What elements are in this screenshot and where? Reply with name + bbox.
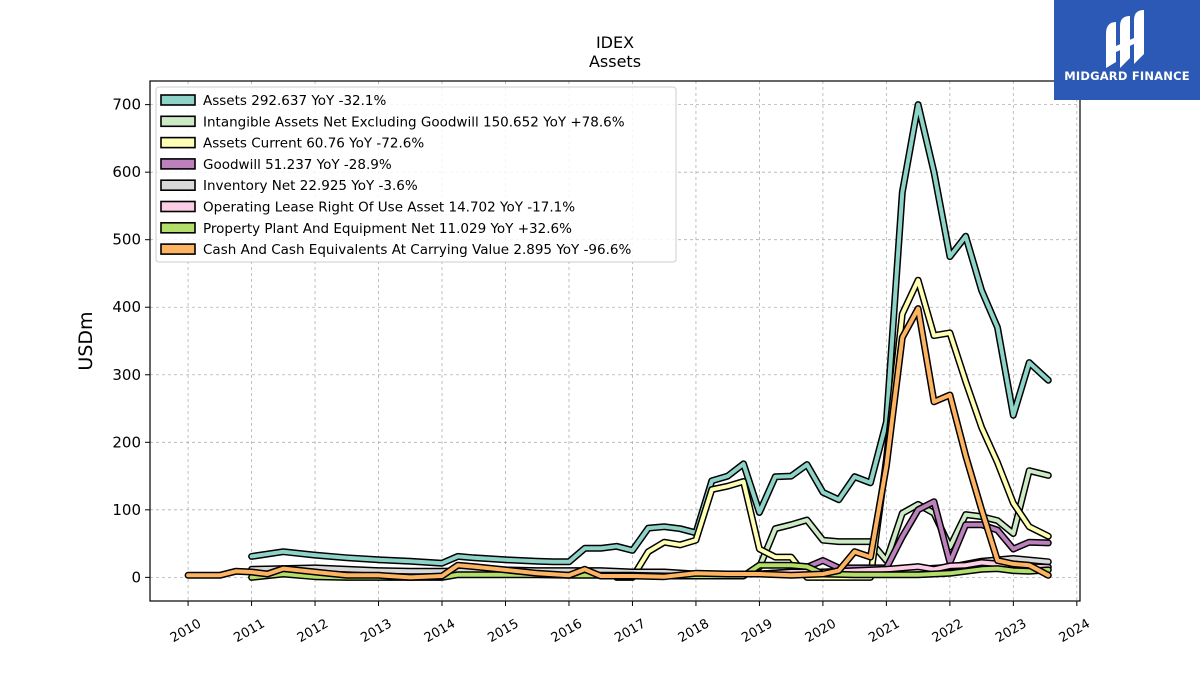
y-tick-label: 500 — [112, 231, 141, 249]
series-1 — [755, 467, 1052, 571]
y-axis: 0 100 200 300 400 500 600 700 — [112, 96, 150, 586]
series-line-outline — [184, 305, 1052, 581]
chart-title: IDEX — [596, 33, 634, 52]
legend-swatch — [160, 158, 196, 170]
y-tick-label: 600 — [112, 163, 141, 181]
series-layer — [184, 101, 1052, 581]
logo-mark-icon — [1106, 10, 1144, 68]
x-tick-label: 2017 — [612, 616, 648, 646]
x-tick-label: 2016 — [549, 616, 585, 646]
legend-entry: Operating Lease Right Of Use Asset 14.70… — [203, 200, 575, 216]
midgard-finance-logo: MIDGARD FINANCE — [1054, 0, 1200, 100]
x-tick-label: 2010 — [168, 616, 204, 646]
x-tick-label: 2015 — [485, 616, 521, 646]
legend-swatch — [160, 243, 196, 255]
legend-entry: Cash And Cash Equivalents At Carrying Va… — [203, 242, 631, 258]
legend-entry: Assets Current 60.76 YoY -72.6% — [203, 136, 424, 152]
series-7 — [184, 305, 1052, 581]
y-tick-label: 200 — [112, 433, 141, 451]
series-0 — [248, 101, 1052, 567]
legend-swatch — [160, 115, 196, 128]
x-tick-label: 2018 — [676, 616, 712, 646]
legend-box — [155, 86, 677, 263]
legend-entry: Property Plant And Equipment Net 11.029 … — [203, 221, 572, 237]
plot-frame — [149, 80, 1081, 602]
legend-swatch — [160, 179, 196, 191]
series-2 — [613, 276, 1052, 581]
logo-text: MIDGARD FINANCE — [1064, 69, 1190, 83]
y-tick-label: 700 — [112, 96, 141, 114]
legend-entry: Assets 292.637 YoY -32.1% — [203, 93, 387, 109]
legend-swatch — [160, 200, 196, 213]
legend-swatch — [160, 222, 196, 234]
x-tick-label: 2022 — [930, 616, 966, 646]
y-tick-label: 300 — [112, 366, 141, 384]
x-tick-label: 2012 — [295, 616, 331, 646]
legend-swatch — [160, 94, 196, 106]
x-axis: 2010 2011 2012 2013 2014 2015 2016 2017 2018 2019… — [168, 601, 1093, 646]
legend-entry: Inventory Net 22.925 YoY -3.6% — [203, 178, 418, 194]
legend-swatch — [160, 136, 196, 149]
chart-subtitle: Assets — [589, 52, 641, 71]
x-tick-label: 2014 — [422, 616, 458, 646]
y-tick-label: 100 — [112, 501, 141, 519]
x-tick-label: 2023 — [993, 616, 1029, 646]
series-line — [186, 306, 1051, 580]
legend: Assets 292.637 YoY -32.1% Intangible Asse… — [155, 86, 677, 263]
x-tick-label: 2020 — [803, 616, 839, 646]
series-line — [614, 278, 1051, 580]
series-line — [757, 468, 1051, 570]
x-tick-label: 2024 — [1057, 616, 1093, 646]
x-tick-label: 2019 — [739, 616, 775, 646]
x-tick-label: 2021 — [866, 616, 902, 646]
y-tick-label: 0 — [131, 568, 141, 586]
series-line — [249, 102, 1051, 566]
x-tick-label: 2013 — [358, 616, 394, 646]
legend-entry: Intangible Assets Net Excluding Goodwill… — [203, 114, 625, 130]
y-tick-label: 400 — [112, 298, 141, 316]
legend-entry: Goodwill 51.237 YoY -28.9% — [203, 157, 392, 173]
y-axis-label: USDm — [75, 311, 97, 370]
x-tick-label: 2011 — [231, 616, 267, 646]
